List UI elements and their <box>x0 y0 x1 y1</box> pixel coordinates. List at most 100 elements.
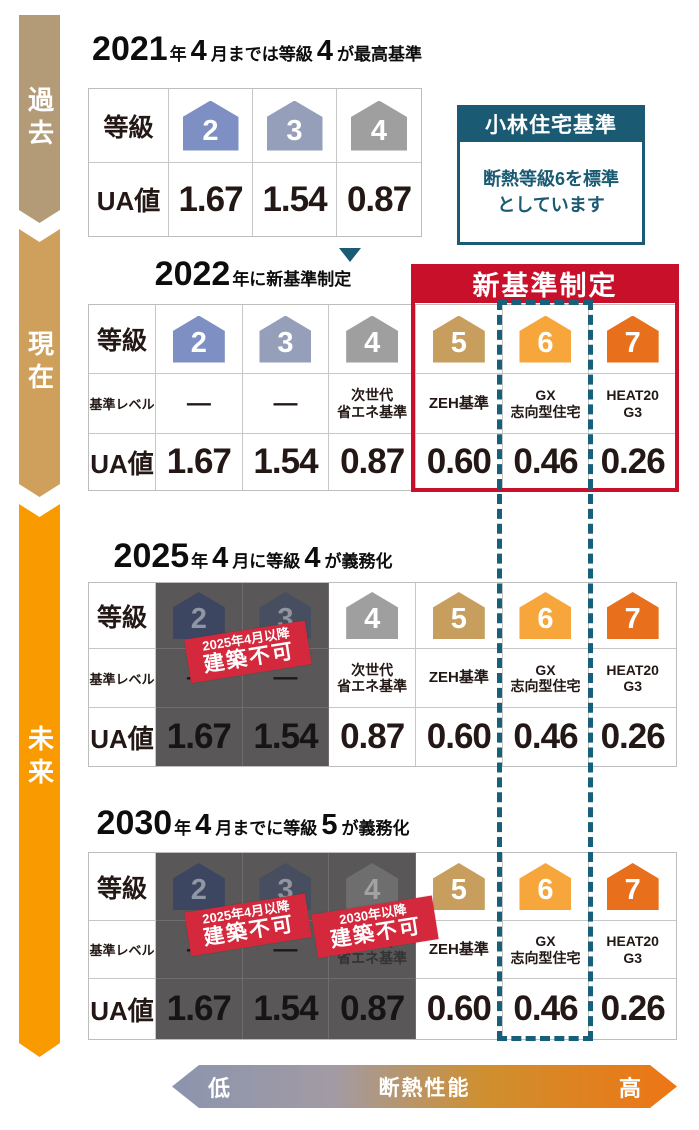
ua-grade6: 0.46 <box>502 979 590 1039</box>
grade-7-cell: 7 <box>589 583 676 649</box>
level-grade7: HEAT20 G3 <box>589 921 676 979</box>
grade-4-cell: 4 <box>329 583 416 649</box>
heading-2030: 2030 年 4 月までに等級 5 が義務化 <box>96 804 410 842</box>
grade-5-cell: 5 <box>415 583 503 649</box>
ua-grade2-banned: 1.67 <box>156 708 243 766</box>
level-grade4: 次世代 省エネ基準 <box>329 649 416 708</box>
grade-7-cell: 7 <box>589 853 676 921</box>
grade-2-house-icon: 2 <box>182 100 239 151</box>
heading-2021: 2021 年 4 月までは等級 4 が最高基準 <box>92 30 422 68</box>
ua-grade4: 0.87 <box>329 708 416 766</box>
ua-grade5: 0.60 <box>415 979 503 1039</box>
level-grade4: 次世代 省エネ基準 <box>329 374 416 434</box>
axis-title: 断熱性能 <box>378 1076 471 1100</box>
grade-6-cell: 6 <box>502 305 590 374</box>
ua-grade3: 1.54 <box>242 434 330 490</box>
grade-5-house-icon: 5 <box>432 315 485 363</box>
level-grade2: — <box>156 374 243 434</box>
row-label-grade: 等級 <box>89 305 156 374</box>
grade-5-cell: 5 <box>415 305 503 374</box>
grade-2-house-icon: 2 <box>172 315 225 363</box>
ua-grade2: 1.67 <box>169 163 253 236</box>
grade-6-house-icon: 6 <box>519 315 572 363</box>
level-grade7: HEAT20 G3 <box>589 649 676 708</box>
grade-7-house-icon: 7 <box>606 315 659 363</box>
row-label-ua: UA値 <box>89 979 156 1039</box>
heading-2025-year: 2025 <box>113 537 190 575</box>
level-grade5: ZEH基準 <box>415 374 503 434</box>
row-label-grade: 等級 <box>89 853 156 921</box>
grade-6-cell: 6 <box>502 853 590 921</box>
callout-title: 小林住宅基準 <box>457 105 645 142</box>
heading-2021-year: 2021 <box>92 30 168 68</box>
level-grade6: GX 志向型住宅 <box>502 649 590 708</box>
grade-2-cell-banned: 2 <box>156 583 243 649</box>
axis-high-label: 高 <box>618 1075 641 1101</box>
level-grade5: ZEH基準 <box>415 649 503 708</box>
grade-3-house-icon: 3 <box>259 315 312 363</box>
grade-2-house-icon: 2 <box>172 592 225 639</box>
ua-grade3: 1.54 <box>253 163 337 236</box>
ua-grade7: 0.26 <box>589 434 676 490</box>
grade-5-house-icon: 5 <box>432 863 485 910</box>
row-label-grade: 等級 <box>89 583 156 649</box>
ua-grade7: 0.26 <box>589 979 676 1039</box>
grade-4-house-icon: 4 <box>346 315 399 363</box>
grade-3-house-icon: 3 <box>266 100 323 151</box>
grade-4-cell: 4 <box>337 89 421 163</box>
ua-grade2: 1.67 <box>156 434 243 490</box>
row-label-level: 基準レベル <box>89 921 156 979</box>
callout-tail <box>338 248 361 262</box>
ua-grade2-banned: 1.67 <box>156 979 243 1039</box>
row-label-ua: UA値 <box>89 163 169 236</box>
grade-3-cell: 3 <box>253 89 337 163</box>
grade-5-house-icon: 5 <box>432 592 485 639</box>
ua-grade3-banned: 1.54 <box>242 979 330 1039</box>
ua-grade6: 0.46 <box>502 708 590 766</box>
grade-2-house-icon: 2 <box>172 863 225 910</box>
kobayashi-standard-callout: 小林住宅基準 断熱等級6を標準 としています <box>457 105 645 245</box>
grade-2-cell: 2 <box>156 305 243 374</box>
level-grade6: GX 志向型住宅 <box>502 374 590 434</box>
ua-grade4-banned: 0.87 <box>329 979 416 1039</box>
axis-low-label: 低 <box>208 1075 231 1101</box>
heading-2022: 2022 年に新基準制定 <box>154 255 352 293</box>
ua-grade4: 0.87 <box>337 163 421 236</box>
table-2021: 等級 2 3 4 UA値 1.67 1.54 0.87 <box>88 88 422 237</box>
grade-7-house-icon: 7 <box>606 592 659 639</box>
grade-6-house-icon: 6 <box>519 592 572 639</box>
ua-grade3-banned: 1.54 <box>242 708 330 766</box>
timeline-present-label: 現在 <box>24 330 55 396</box>
row-label-level: 基準レベル <box>89 649 156 708</box>
grade-7-house-icon: 7 <box>606 863 659 910</box>
timeline-future-segment: 未来 <box>19 504 60 1057</box>
timeline-present-segment: 現在 <box>19 229 60 497</box>
grade-7-cell: 7 <box>589 305 676 374</box>
heading-2030-year: 2030 <box>96 804 173 842</box>
grade-4-house-icon: 4 <box>346 592 399 639</box>
insulation-performance-axis: 低 断熱性能 高 <box>172 1065 677 1108</box>
heading-2025: 2025 年 4 月に等級 4 が義務化 <box>113 537 393 575</box>
grade-6-house-icon: 6 <box>519 863 572 910</box>
ua-grade5: 0.60 <box>415 708 503 766</box>
heading-2022-year: 2022 <box>154 255 231 293</box>
grade-4-cell: 4 <box>329 305 416 374</box>
ua-grade6: 0.46 <box>502 434 590 490</box>
table-2022: 等級 2 3 4 5 6 7 基準レベル — — 次世代 省エネ基準 ZEH基準 … <box>88 304 677 491</box>
grade-2-cell: 2 <box>169 89 253 163</box>
level-grade7: HEAT20 G3 <box>589 374 676 434</box>
row-label-grade: 等級 <box>89 89 169 163</box>
new-standard-banner: 新基準制定 <box>411 264 679 303</box>
callout-body: 断熱等級6を標準 としています <box>457 142 645 245</box>
grade-4-house-icon: 4 <box>351 100 407 151</box>
level-grade6: GX 志向型住宅 <box>502 921 590 979</box>
row-label-ua: UA値 <box>89 434 156 490</box>
row-label-ua: UA値 <box>89 708 156 766</box>
grade-3-cell: 3 <box>242 305 330 374</box>
row-label-level: 基準レベル <box>89 374 156 434</box>
timeline-future-label: 未来 <box>24 724 55 791</box>
level-grade3: — <box>242 374 330 434</box>
ua-grade4: 0.87 <box>329 434 416 490</box>
